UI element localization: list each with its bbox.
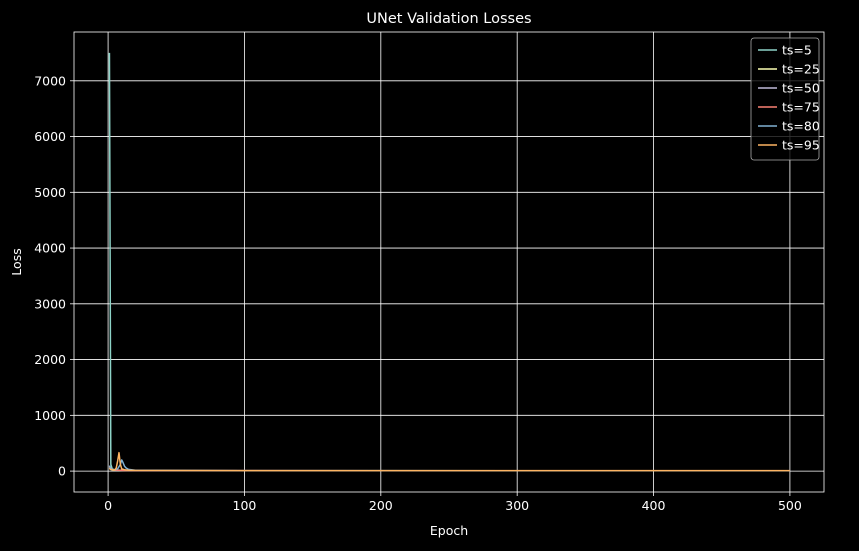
y-axis-ticks: 0 1000 2000 3000 4000 5000 6000 7000 — [34, 73, 74, 479]
y-tick-label: 4000 — [34, 241, 66, 256]
y-tick-label: 2000 — [34, 352, 66, 367]
plot-frame — [73, 31, 825, 493]
chart-title: UNet Validation Losses — [366, 11, 531, 27]
x-tick-label: 500 — [778, 498, 802, 513]
x-tick-label: 200 — [369, 498, 393, 513]
legend: ts=5 ts=25 ts=50 ts=75 ts=80 ts=95 — [750, 37, 820, 161]
x-axis-label: Epoch — [430, 523, 468, 538]
y-tick-label: 7000 — [34, 73, 66, 88]
legend-label: ts=25 — [782, 62, 820, 77]
legend-label: ts=80 — [782, 119, 820, 134]
legend-label: ts=50 — [782, 81, 820, 96]
legend-label: ts=75 — [782, 100, 820, 115]
y-tick-label: 1000 — [34, 408, 66, 423]
x-axis-ticks: 0 100 200 300 400 500 — [104, 492, 802, 513]
y-tick-label: 6000 — [34, 129, 66, 144]
y-tick-label: 0 — [58, 464, 66, 479]
legend-label: ts=95 — [782, 138, 820, 153]
y-tick-label: 5000 — [34, 185, 66, 200]
x-tick-label: 300 — [505, 498, 529, 513]
y-tick-label: 3000 — [34, 296, 66, 311]
x-tick-label: 100 — [233, 498, 257, 513]
series-line-ts-95 — [109, 451, 790, 472]
legend-label: ts=5 — [782, 43, 812, 58]
series-group — [108, 52, 790, 472]
y-axis-label: Loss — [9, 248, 24, 275]
x-tick-label: 0 — [104, 498, 112, 513]
x-tick-label: 400 — [642, 498, 666, 513]
